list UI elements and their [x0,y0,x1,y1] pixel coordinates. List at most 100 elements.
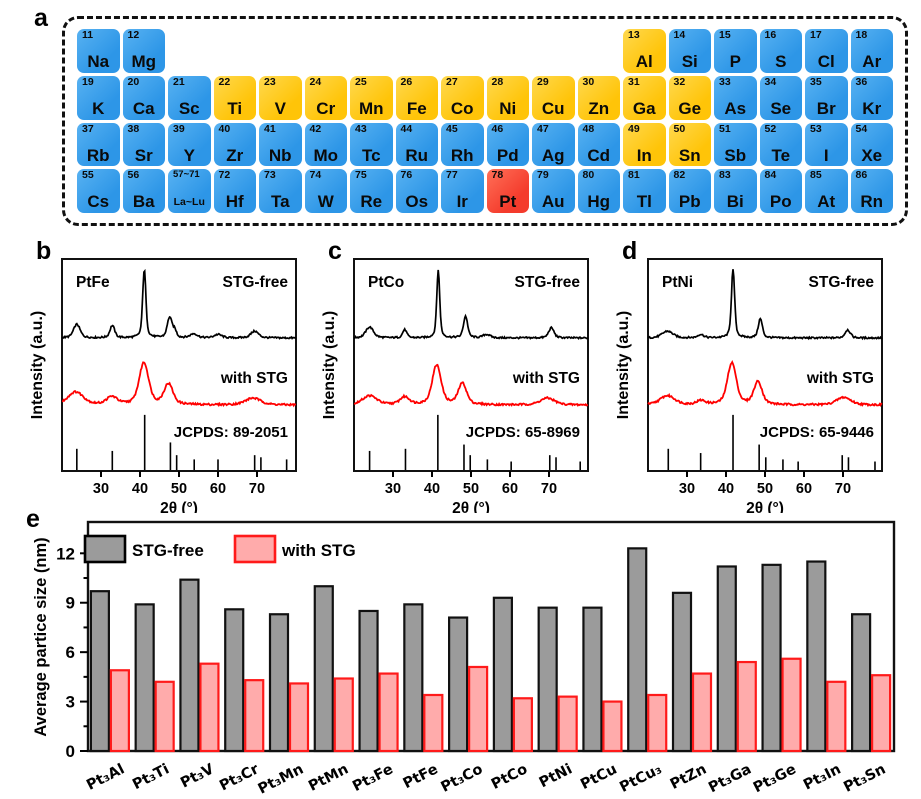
with-stg-label: with STG [220,370,288,387]
atomic-number: 72 [218,169,231,182]
element-tile-Ti: 22 Ti [213,75,256,120]
bar-stg-free-PtMn [313,585,334,753]
x-axis-label: 2θ (°) [160,500,198,513]
xrd-curve-with-stg [647,360,883,408]
atomic-number: 17 [810,29,822,41]
element-tile-Rb: 37 Rb [77,122,120,167]
element-symbol: I [823,145,829,165]
element-symbol: La~Lu [173,196,205,209]
element-tile-Te: 52 Te [759,122,802,167]
bar-stg-free-Pt₃Cr [224,608,245,753]
x-axis-label: 2θ (°) [746,500,784,513]
atomic-number: 52 [764,122,777,135]
stg-free-label: STG-free [515,274,581,291]
atomic-number: 48 [582,122,595,135]
atomic-number: 57~71 [173,169,200,181]
element-symbol: V [274,98,286,118]
element-symbol: Ta [270,192,290,212]
element-tile-Ge: 32 Ge [668,75,711,120]
element-tile-Pd: 46 Pd [486,122,529,167]
element-tile-Ar: 18 Ar [850,29,893,73]
stg-free-label: STG-free [809,274,875,291]
element-symbol: Sr [134,145,153,165]
bar-stg-free-Pt₃Sn [851,613,872,753]
element-tile-Cd: 48 Cd [577,122,620,167]
element-symbol: Mg [131,52,157,72]
atomic-number: 18 [855,29,868,41]
element-tile-Po: 84 Po [759,169,802,213]
atomic-number: 30 [582,75,595,88]
element-tile-Al: 13 Al [623,29,666,73]
element-tile-Au: 79 Au [532,169,575,213]
element-symbol: Kr [862,98,882,118]
category-label: Pt₃Cr [217,761,262,795]
element-symbol: As [724,98,747,118]
atomic-number: 32 [673,75,686,88]
x-tick-label: 50 [757,481,773,497]
category-label: Pt₃In [801,761,844,793]
element-symbol: Si [681,52,698,72]
element-symbol: Re [360,192,383,212]
element-tile-Nb: 41 Nb [259,122,302,167]
with-stg-label: with STG [806,370,874,387]
element-symbol: Hg [587,192,611,212]
xrd-panel-PtCo: c 30 40 50 60 70 PtCo STG-free with STG JCPDS: 65… [322,235,618,515]
atomic-number: 38 [127,122,140,135]
xrd-plot-PtFe: 30 40 50 60 70 PtFe STG-free with STG JCPDS: 89-… [30,258,297,513]
category-label: PtMn [306,761,351,794]
bar-with-stg-Pt₃Ga [736,660,757,753]
element-tile-Tl: 81 Tl [623,169,666,213]
atomic-number: 83 [719,169,731,182]
element-tile-Cr: 24 Cr [304,75,347,120]
bar-with-stg-PtCu₃ [647,693,668,753]
bar-with-stg-Pt₃Cr [244,679,265,753]
xrd-panels-row: b 30 40 50 60 70 PtFe STG-free with STG JCPDS: 89… [0,235,921,515]
y-axis-label: Average partice size (nm) [32,537,50,736]
element-symbol: Sn [678,145,701,165]
element-tile-Zn: 30 Zn [577,75,620,120]
element-symbol: Po [769,192,792,212]
element-tile-Pb: 82 Pb [668,169,711,213]
element-symbol: Ga [632,98,656,118]
atomic-number: 27 [446,75,458,88]
atomic-number: 54 [855,122,868,135]
element-tile-Ga: 31 Ga [623,75,666,120]
atomic-number: 43 [355,122,367,135]
y-tick-label: 12 [56,544,75,563]
category-label: PtCu₃ [617,761,664,796]
x-tick-label: 40 [132,481,148,497]
bar-with-stg-Pt₃Al [109,669,130,753]
element-tile-Na: 11 Na [77,29,120,73]
bar-with-stg-Pt₃Sn [871,674,892,753]
element-symbol: Pd [496,145,519,165]
category-label: Pt₃Fe [350,761,396,795]
bar-stg-free-PtZn [671,591,693,753]
element-symbol: Al [635,52,653,72]
y-tick-label: 3 [66,693,75,712]
bar-with-stg-Pt₃Mn [288,682,310,753]
periodic-table: 11 Na 12 Mg 13 Al 14 Si 15 P 16 S 17 Cl 18 Ar 19 K 20 Ca 21 S… [62,16,908,226]
category-label: PtZn [668,761,709,793]
element-tile-Pt: 78 Pt [486,169,529,213]
element-tile-In: 49 In [623,122,666,167]
atomic-number: 35 [810,75,822,88]
element-tile-Cu: 29 Cu [532,75,575,120]
xrd-curve-with-stg [353,363,589,407]
legend-label-with-stg: with STG [281,541,356,560]
bar-with-stg-PtZn [691,672,713,753]
bar-with-stg-PtCu [602,700,623,753]
atomic-number: 53 [810,122,822,135]
element-symbol: Ti [227,98,243,118]
atomic-number: 14 [673,29,686,41]
category-label: Pt₃Al [84,761,127,793]
atomic-number: 50 [673,122,686,135]
atomic-number: 47 [537,122,549,135]
element-symbol: Au [541,192,565,212]
element-tile-As: 33 As [714,75,757,120]
element-symbol: In [636,145,652,165]
legend-swatch-with-stg [233,534,277,564]
atomic-number: 73 [264,169,276,182]
bar-with-stg-PtCo [512,697,533,753]
category-label: PtFe [401,761,441,792]
atomic-number: 56 [127,169,140,182]
